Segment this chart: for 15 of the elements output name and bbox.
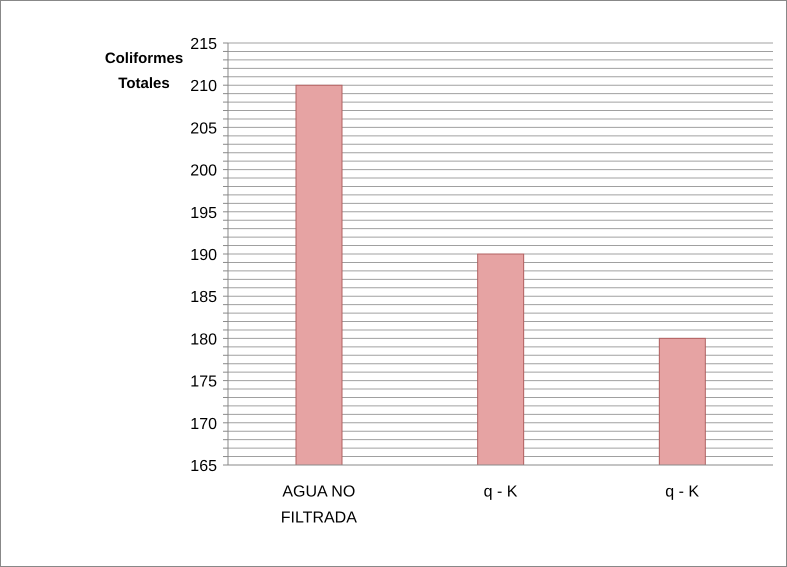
y-tick-label: 210 [190, 78, 218, 96]
y-tick-label: 165 [190, 458, 218, 475]
y-tick-label: 180 [190, 331, 218, 348]
y-tick-label: 185 [190, 289, 218, 306]
y-tick-label: 175 [190, 374, 218, 391]
y-tick-label: 190 [190, 247, 218, 264]
y-tick-label: 205 [190, 120, 218, 138]
y-tick-label: 200 [190, 162, 218, 180]
x-tick-label: q - K [484, 483, 518, 500]
y-axis-title: Coliformes Totales [104, 50, 184, 92]
y-tick-label: 215 [190, 36, 218, 53]
x-tick-label: AGUA NO FILTRADA [280, 483, 358, 526]
x-tick-label: q - K [665, 483, 700, 500]
y-tick-label: 170 [190, 416, 218, 433]
y-tick-label: 195 [190, 204, 218, 222]
